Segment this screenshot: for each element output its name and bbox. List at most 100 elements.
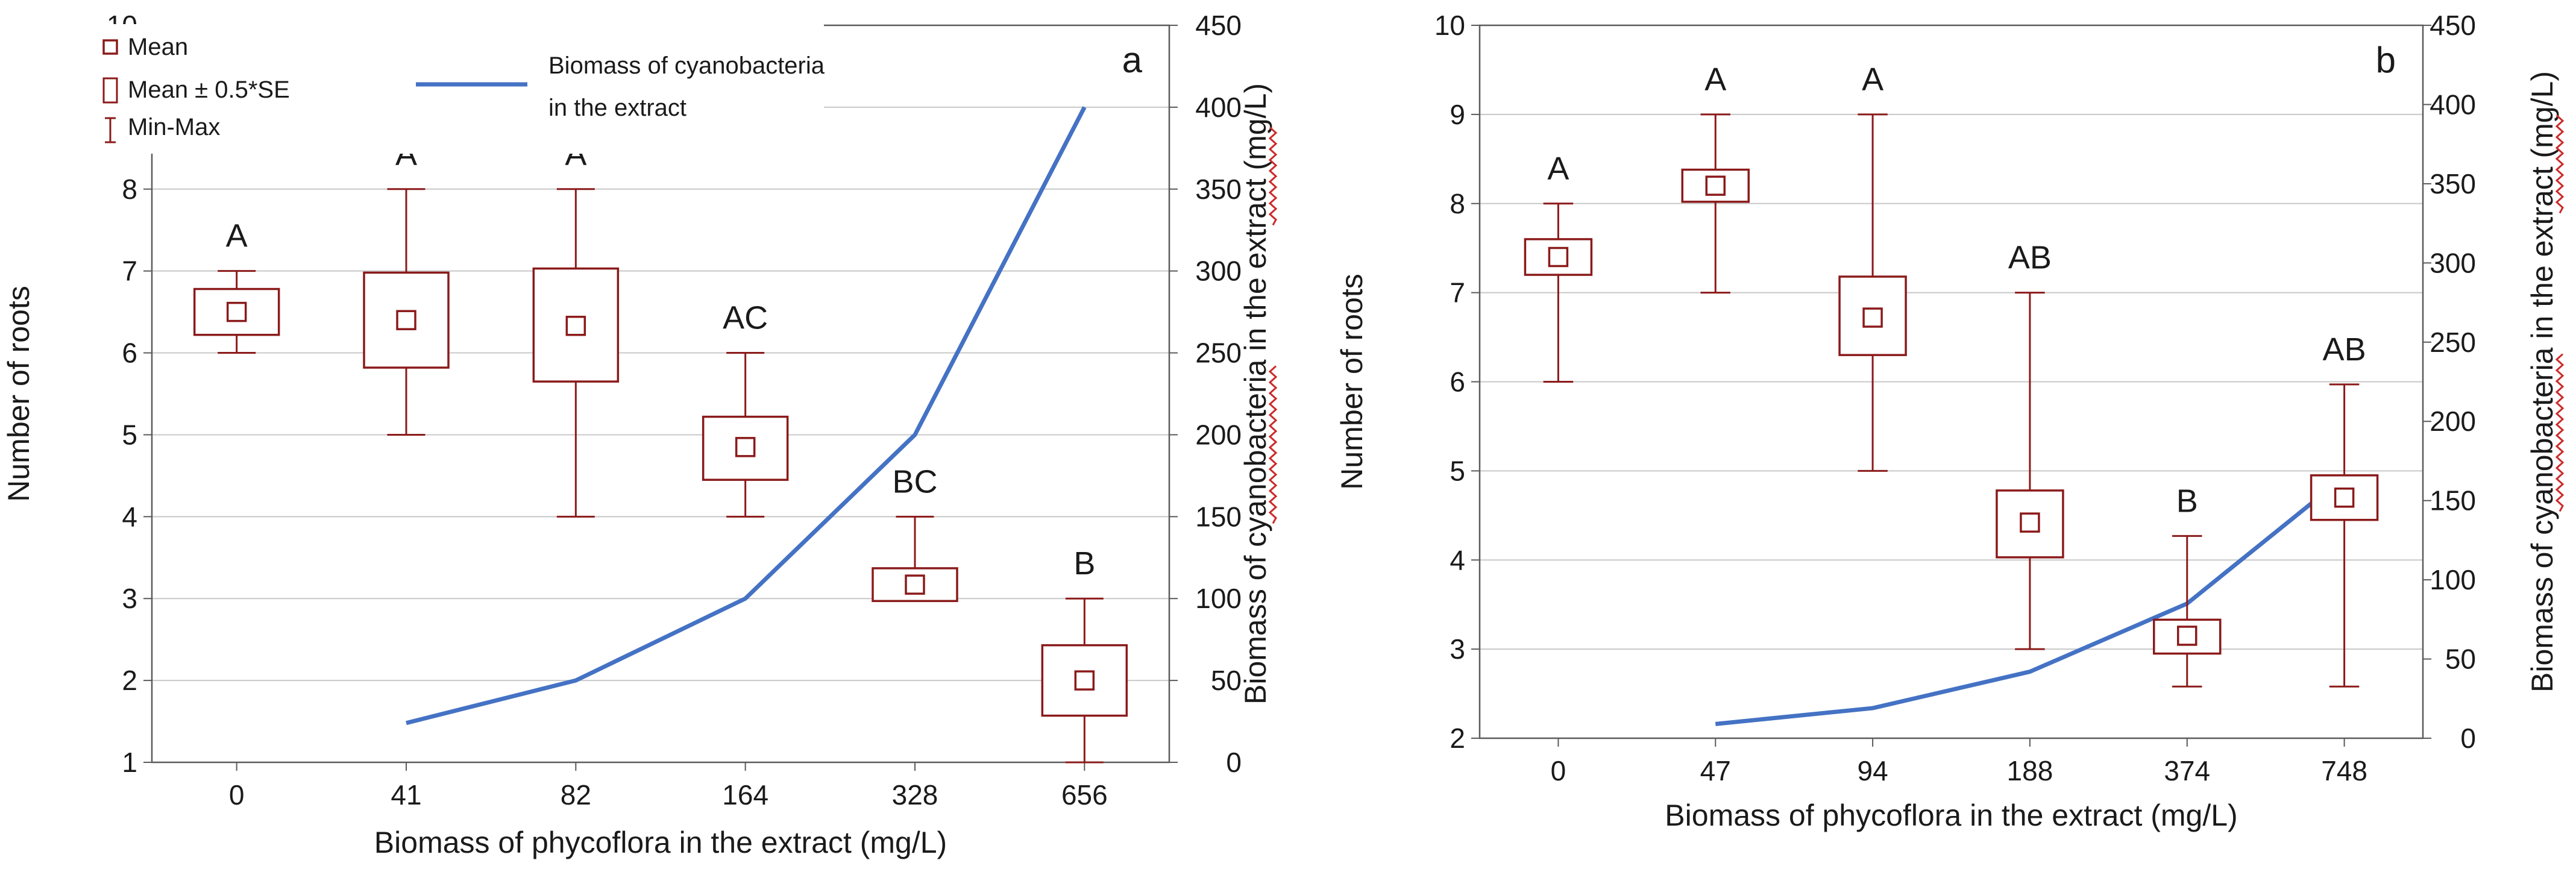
x-tick-label: 0 bbox=[229, 779, 245, 811]
mean-marker bbox=[1074, 670, 1095, 691]
y-tick-label: 8 bbox=[122, 174, 137, 205]
box-group: B bbox=[2153, 483, 2222, 688]
y-axis-title: Number of roots bbox=[2, 286, 36, 501]
se-box bbox=[532, 267, 620, 383]
box-group: B bbox=[1041, 545, 1128, 764]
mean-marker bbox=[396, 310, 416, 330]
y2-tick-label: 450 bbox=[1195, 10, 1242, 41]
y-tick-label: 3 bbox=[1450, 633, 1465, 665]
significance-letter: B bbox=[1073, 545, 1095, 582]
cyanobacteria-line bbox=[406, 106, 1087, 726]
mean-marker bbox=[2020, 512, 2040, 533]
box-group: A bbox=[532, 136, 620, 518]
y-axis-title: Number of roots bbox=[1335, 274, 1369, 489]
y-tick-label: 6 bbox=[1450, 366, 1465, 398]
x-axis-title: Biomass of phycoflora in the extract (mg… bbox=[1665, 798, 2237, 832]
mean-marker bbox=[2177, 626, 2197, 646]
y2-tick-label: 450 bbox=[2430, 10, 2476, 41]
mean-marker bbox=[1705, 175, 1726, 196]
box-group: A bbox=[1681, 61, 1750, 294]
y2-tick-label: 100 bbox=[2430, 564, 2476, 595]
spellcheck-squiggle bbox=[2555, 353, 2565, 512]
y-tick-label: 4 bbox=[1450, 544, 1465, 576]
box-group: A bbox=[1524, 151, 1593, 383]
box-group: AB bbox=[2310, 331, 2379, 688]
y2-tick-label: 0 bbox=[2460, 723, 2476, 754]
legend-line-label: Biomass of cyanobacteria bbox=[548, 52, 825, 79]
y2-tick-label: 250 bbox=[2430, 327, 2476, 358]
x-tick-label: 328 bbox=[892, 779, 938, 811]
mean-marker bbox=[565, 315, 586, 336]
y2-axis-title-group: Biomass of cyanobacteria in the extract … bbox=[2525, 71, 2565, 692]
significance-letter: AB bbox=[2008, 240, 2052, 276]
y2-tick-label: 300 bbox=[1195, 256, 1242, 287]
x-tick-label: 656 bbox=[1061, 779, 1108, 811]
y2-axis-title: Biomass of cyanobacteria in the extract … bbox=[2525, 71, 2559, 692]
y2-tick-label: 50 bbox=[2445, 644, 2476, 675]
spellcheck-squiggle bbox=[2555, 115, 2565, 214]
y-tick-label: 8 bbox=[1450, 188, 1465, 219]
legend-mean-swatch bbox=[102, 39, 118, 55]
legend-line-label: in the extract bbox=[548, 95, 686, 121]
mean-marker bbox=[1548, 246, 1569, 268]
mean-marker bbox=[905, 574, 925, 595]
y-tick-label: 6 bbox=[122, 337, 137, 369]
significance-letter: A bbox=[1547, 151, 1569, 187]
y-tick-label: 7 bbox=[1450, 277, 1465, 309]
x-tick-label: 82 bbox=[561, 779, 591, 811]
y2-tick-label: 250 bbox=[1195, 337, 1242, 369]
legend-minmax-label: Min-Max bbox=[128, 114, 220, 140]
box-group: AB bbox=[1996, 240, 2064, 650]
y-tick-label: 2 bbox=[122, 665, 137, 696]
legend-se-swatch bbox=[102, 77, 118, 104]
y-tick-label: 10 bbox=[1434, 10, 1465, 41]
significance-letter: A bbox=[1704, 61, 1726, 98]
mean-marker bbox=[1862, 307, 1883, 328]
y-tick-label: 7 bbox=[122, 256, 137, 287]
panel-label: a bbox=[1122, 40, 1143, 80]
y2-tick-label: 350 bbox=[1195, 174, 1242, 205]
legend-background bbox=[98, 24, 824, 154]
legend-mean-label: Mean bbox=[128, 34, 188, 60]
se-box bbox=[872, 567, 958, 603]
y2-tick-label: 350 bbox=[2430, 168, 2476, 199]
significance-letter: A bbox=[226, 218, 248, 254]
y-tick-label: 9 bbox=[1450, 99, 1465, 130]
y2-tick-label: 200 bbox=[2430, 406, 2476, 437]
y2-tick-label: 150 bbox=[2430, 485, 2476, 516]
significance-letter: AC bbox=[723, 300, 768, 336]
box-group: BC bbox=[872, 463, 958, 603]
y-tick-label: 2 bbox=[1450, 723, 1465, 754]
panel-label: b bbox=[2376, 40, 2396, 80]
significance-letter: AB bbox=[2323, 331, 2366, 368]
x-tick-label: 748 bbox=[2321, 755, 2367, 786]
x-tick-label: 94 bbox=[1857, 755, 1888, 786]
y2-axis-title-group: Biomass of cyanobacteria in the extract … bbox=[1239, 83, 1278, 704]
y-tick-label: 5 bbox=[122, 419, 137, 450]
y2-tick-label: 150 bbox=[1195, 501, 1242, 532]
x-tick-label: 164 bbox=[722, 779, 768, 811]
mean-marker bbox=[735, 437, 756, 457]
box-group: AC bbox=[702, 300, 789, 518]
box-group: A bbox=[363, 136, 450, 436]
box-group: A bbox=[193, 218, 280, 354]
spellcheck-squiggle bbox=[1268, 365, 1278, 524]
y-tick-label: 1 bbox=[122, 747, 137, 778]
y-tick-label: 5 bbox=[1450, 455, 1465, 486]
y2-tick-label: 400 bbox=[1195, 92, 1242, 123]
y2-tick-label: 300 bbox=[2430, 247, 2476, 278]
y-tick-label: 3 bbox=[122, 583, 137, 614]
x-tick-label: 188 bbox=[2007, 755, 2053, 786]
se-box bbox=[2310, 474, 2379, 521]
x-tick-label: 47 bbox=[1700, 755, 1731, 786]
y2-tick-label: 50 bbox=[1211, 665, 1242, 696]
x-tick-label: 41 bbox=[391, 779, 421, 811]
legend: Mean Mean ± 0.5*SE Min-Max Biomass of cyano… bbox=[98, 24, 825, 154]
y2-tick-label: 400 bbox=[2430, 89, 2476, 120]
significance-letter: A bbox=[1862, 61, 1883, 98]
y2-axis-title: Biomass of cyanobacteria in the extract … bbox=[1239, 83, 1272, 704]
y2-tick-label: 0 bbox=[1226, 747, 1242, 778]
x-tick-label: 374 bbox=[2164, 755, 2210, 786]
